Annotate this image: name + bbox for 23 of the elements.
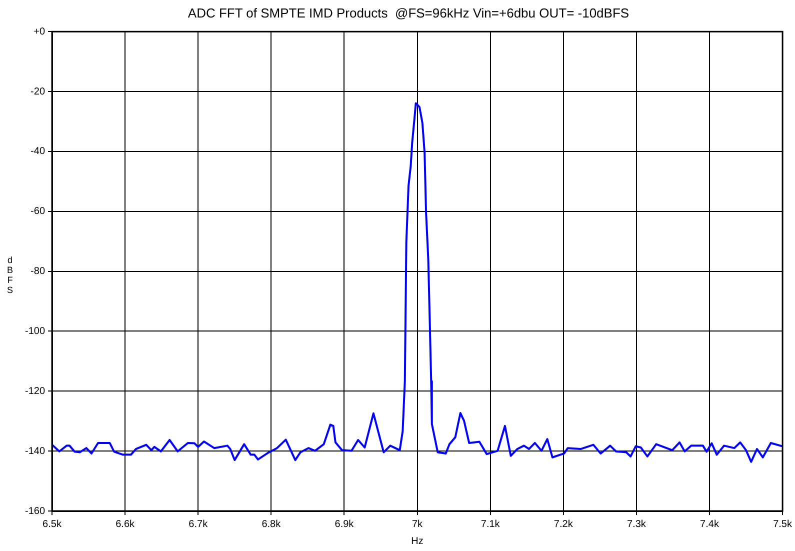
y-tick-label: -60 — [30, 206, 46, 218]
x-axis-title: Hz — [411, 536, 424, 547]
y-tick-label: -160 — [25, 506, 46, 517]
y-tick-label: -20 — [30, 86, 46, 98]
y-tick-label: -80 — [30, 266, 46, 278]
x-tick-label: 7k — [412, 518, 424, 530]
y-tick-label: -120 — [25, 386, 46, 397]
y-tick-label: +0 — [34, 26, 46, 38]
x-tick-label: 7.1k — [480, 518, 501, 530]
x-tick-label: 6.7k — [188, 518, 209, 530]
y-tick-label: -140 — [25, 446, 46, 457]
x-tick-label: 7.2k — [554, 518, 574, 530]
chart-title: ADC FFT of SMPTE IMD Products @FS=96kHz Vin=+6dbu OUT= -10dBFS — [188, 5, 630, 20]
y-axis-title: dBFS — [6, 255, 14, 295]
x-tick-label: 6.6k — [116, 518, 136, 530]
x-tick-label: 7.3k — [626, 518, 647, 530]
x-tick-label: 7.4k — [700, 518, 720, 530]
y-tick-label: -40 — [30, 146, 46, 158]
x-tick-label: 6.5k — [42, 518, 62, 530]
x-tick-label: 6.9k — [334, 518, 355, 530]
y-tick-label: -100 — [25, 326, 46, 337]
x-tick-label: 7.5k — [773, 518, 793, 530]
x-tick-label: 6.8k — [262, 518, 282, 530]
